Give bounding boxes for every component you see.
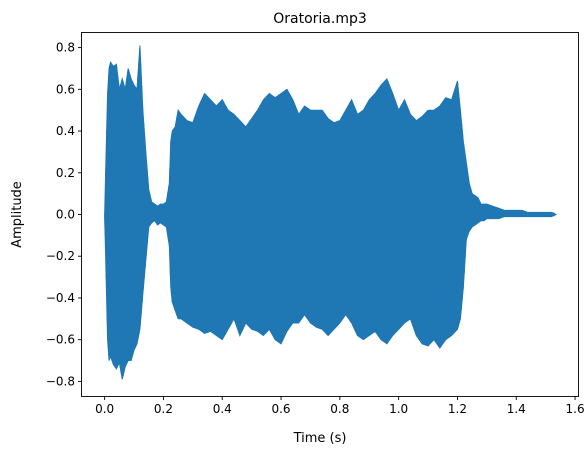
y-axis: −0.8 −0.6 −0.4 −0.2 0.0 0.2 0.4 0.6 0.8 xyxy=(46,41,82,388)
x-tick-label: 1.0 xyxy=(389,402,408,416)
waveform-series xyxy=(104,45,558,380)
x-tick-label: 0.6 xyxy=(271,402,290,416)
x-tick-label: 1.4 xyxy=(507,402,526,416)
y-tick-label: 0.0 xyxy=(56,208,75,222)
plot-area: 0.0 0.2 0.4 0.6 0.8 1.0 1.2 1.4 1.6 −0.8 −0.6 −0.4… xyxy=(46,32,585,416)
y-tick-label: 0.6 xyxy=(56,82,75,96)
y-tick-label: 0.2 xyxy=(56,166,75,180)
x-tick-label: 1.2 xyxy=(448,402,467,416)
x-axis-label: Time (s) xyxy=(293,431,347,446)
chart-title: Oratoria.mp3 xyxy=(273,11,367,27)
y-tick-label: −0.6 xyxy=(46,333,75,347)
waveform-signal xyxy=(104,48,557,379)
y-tick-label: −0.4 xyxy=(46,291,75,305)
x-tick-label: 1.6 xyxy=(566,402,585,416)
axes-frame xyxy=(81,32,579,397)
y-tick-label: −0.2 xyxy=(46,249,75,263)
x-tick-label: 0.0 xyxy=(95,402,114,416)
y-tick-label: 0.8 xyxy=(56,41,75,55)
x-tick-label: 0.2 xyxy=(154,402,173,416)
x-tick-label: 0.4 xyxy=(213,402,232,416)
x-tick-label: 0.8 xyxy=(330,402,349,416)
y-tick-label: −0.8 xyxy=(46,374,75,388)
y-axis-label: Amplitude xyxy=(10,181,25,248)
y-tick-label: 0.4 xyxy=(56,124,75,138)
